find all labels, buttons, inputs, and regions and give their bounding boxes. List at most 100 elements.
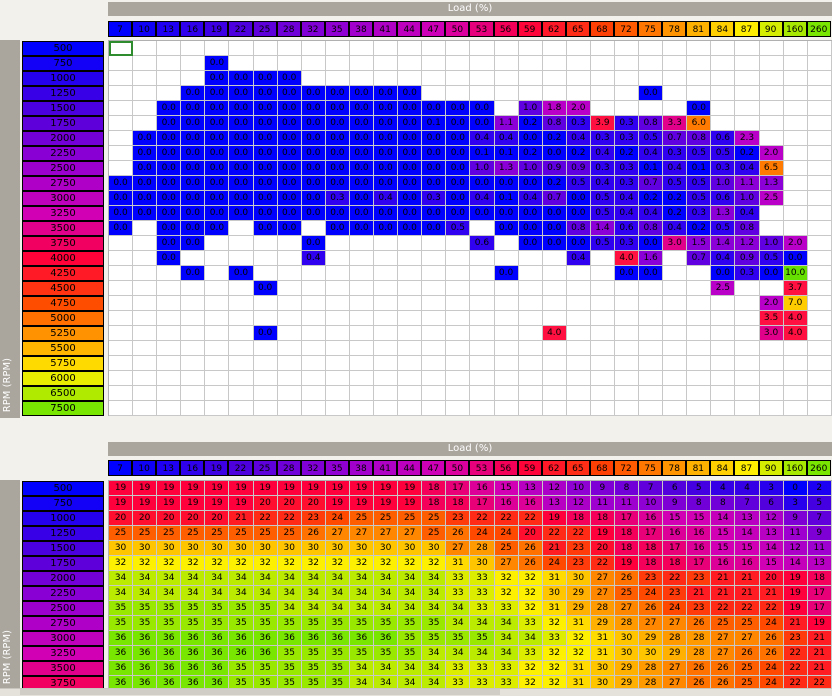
top-grid-cell[interactable]: 0.4 <box>711 251 736 266</box>
bottom-load-col-18[interactable]: 62 <box>541 460 566 476</box>
bottom-grid-cell[interactable]: 22 <box>494 511 519 526</box>
bottom-grid-cell[interactable]: 32 <box>181 556 206 571</box>
bottom-grid-cell[interactable]: 16 <box>494 496 519 511</box>
top-grid-cell[interactable]: 0.0 <box>374 116 399 131</box>
top-grid-cell[interactable] <box>566 356 591 371</box>
top-grid-cell[interactable]: 0.4 <box>735 161 760 176</box>
top-rpm-row-14[interactable]: 4000 <box>22 251 104 266</box>
top-grid-cell[interactable] <box>542 341 567 356</box>
bottom-grid-cell[interactable]: 36 <box>181 631 206 646</box>
bottom-grid-cell[interactable]: 32 <box>205 556 230 571</box>
bottom-grid-cell[interactable]: 19 <box>398 496 423 511</box>
top-grid-cell[interactable] <box>398 356 423 371</box>
top-grid-cell[interactable] <box>590 101 615 116</box>
top-grid-cell[interactable] <box>470 326 495 341</box>
top-grid-cell[interactable] <box>349 371 375 386</box>
top-grid-cell[interactable]: 0.0 <box>470 176 495 191</box>
top-rpm-row-18[interactable]: 5000 <box>22 311 104 326</box>
bottom-grid-cell[interactable]: 14 <box>759 541 784 556</box>
top-grid-cell[interactable] <box>759 356 784 371</box>
top-grid-cell[interactable]: 0.4 <box>566 251 591 266</box>
top-grid-cell[interactable] <box>398 266 423 281</box>
bottom-load-col-5[interactable]: 22 <box>228 460 253 476</box>
bottom-grid-cell[interactable]: 35 <box>446 631 471 646</box>
top-grid-cell[interactable] <box>566 311 591 326</box>
top-grid-cell[interactable] <box>614 296 640 311</box>
top-grid-cell[interactable]: 0.0 <box>325 86 350 101</box>
bottom-grid-cell[interactable]: 12 <box>783 541 808 556</box>
top-grid-cell[interactable] <box>109 341 134 356</box>
top-grid-cell[interactable] <box>229 386 254 401</box>
bottom-grid-cell[interactable]: 18 <box>663 556 688 571</box>
top-grid-cell[interactable] <box>133 401 158 416</box>
bottom-grid-cell[interactable]: 36 <box>325 631 350 646</box>
top-grid-cell[interactable] <box>639 371 664 386</box>
top-grid-cell[interactable] <box>542 371 567 386</box>
bottom-grid-cell[interactable]: 36 <box>181 661 206 676</box>
bottom-load-col-8[interactable]: 32 <box>300 460 325 476</box>
top-grid-cell[interactable] <box>807 326 832 341</box>
bottom-grid-cell[interactable]: 29 <box>639 631 664 646</box>
top-grid-cell[interactable]: 0.0 <box>398 206 423 221</box>
top-grid-cell[interactable] <box>133 326 158 341</box>
top-grid-cell[interactable]: 0.4 <box>374 191 399 206</box>
bottom-grid-cell[interactable]: 33 <box>470 571 495 586</box>
top-grid-cell[interactable] <box>109 101 134 116</box>
bottom-grid-cell[interactable]: 25 <box>494 541 519 556</box>
bottom-rpm-row-1[interactable]: 750 <box>22 496 104 511</box>
top-grid-cell[interactable]: 0.0 <box>253 131 278 146</box>
top-grid-cell[interactable] <box>446 86 471 101</box>
top-grid-cell[interactable] <box>470 356 495 371</box>
top-grid-cell[interactable] <box>566 386 591 401</box>
bottom-grid-cell[interactable]: 35 <box>374 646 399 661</box>
bottom-grid-cell[interactable]: 30 <box>614 631 640 646</box>
bottom-grid-cell[interactable]: 32 <box>542 616 567 631</box>
top-grid-cell[interactable] <box>807 71 832 86</box>
bottom-grid-cell[interactable]: 36 <box>157 646 182 661</box>
top-grid-cell[interactable]: 1.0 <box>759 236 784 251</box>
top-grid-cell[interactable] <box>374 296 399 311</box>
bottom-rpm-row-12[interactable]: 3500 <box>22 661 104 676</box>
bottom-rpm-row-6[interactable]: 2000 <box>22 571 104 586</box>
top-grid-cell[interactable] <box>494 236 519 251</box>
top-grid-cell[interactable]: 0.0 <box>157 161 182 176</box>
top-grid-cell[interactable] <box>735 386 760 401</box>
bottom-grid-cell[interactable]: 18 <box>614 541 640 556</box>
top-grid-cell[interactable]: 1.0 <box>470 161 495 176</box>
top-grid-cell[interactable]: 0.0 <box>205 101 230 116</box>
bottom-grid-cell[interactable]: 21 <box>711 586 736 601</box>
top-grid-cell[interactable] <box>157 311 182 326</box>
top-grid-cell[interactable] <box>325 296 350 311</box>
top-grid-cell[interactable] <box>205 401 230 416</box>
top-grid-cell[interactable] <box>205 371 230 386</box>
top-grid-cell[interactable] <box>783 71 808 86</box>
top-grid-cell[interactable]: 0.0 <box>253 101 278 116</box>
bottom-grid-cell[interactable]: 32 <box>374 556 399 571</box>
bottom-grid-cell[interactable]: 30 <box>398 541 423 556</box>
top-grid-cell[interactable] <box>109 326 134 341</box>
top-grid-cell[interactable]: 7.0 <box>783 296 808 311</box>
top-rpm-row-15[interactable]: 4250 <box>22 266 104 281</box>
top-grid-cell[interactable]: 1.3 <box>711 206 736 221</box>
top-grid-cell[interactable] <box>109 116 134 131</box>
top-grid-cell[interactable] <box>807 131 832 146</box>
top-grid-cell[interactable] <box>639 281 664 296</box>
top-grid-cell[interactable]: 0.0 <box>277 191 302 206</box>
top-grid-cell[interactable] <box>470 221 495 236</box>
top-grid-cell[interactable] <box>494 401 519 416</box>
bottom-grid-cell[interactable]: 20 <box>133 511 158 526</box>
top-grid-cell[interactable] <box>349 71 375 86</box>
top-grid-cell[interactable] <box>590 251 615 266</box>
top-grid-cell[interactable] <box>542 56 567 71</box>
top-load-col-1[interactable]: 10 <box>132 21 157 37</box>
top-grid-cell[interactable]: 0.0 <box>518 206 543 221</box>
top-grid-cell[interactable]: 0.0 <box>181 176 206 191</box>
bottom-grid-cell[interactable]: 34 <box>398 586 423 601</box>
top-grid-cell[interactable] <box>205 236 230 251</box>
top-load-col-21[interactable]: 72 <box>613 21 639 37</box>
top-grid-cell[interactable] <box>229 251 254 266</box>
top-grid-cell[interactable] <box>422 56 447 71</box>
bottom-grid-cell[interactable]: 16 <box>470 481 495 496</box>
top-grid-cell[interactable] <box>325 356 350 371</box>
top-grid-cell[interactable] <box>205 41 230 56</box>
